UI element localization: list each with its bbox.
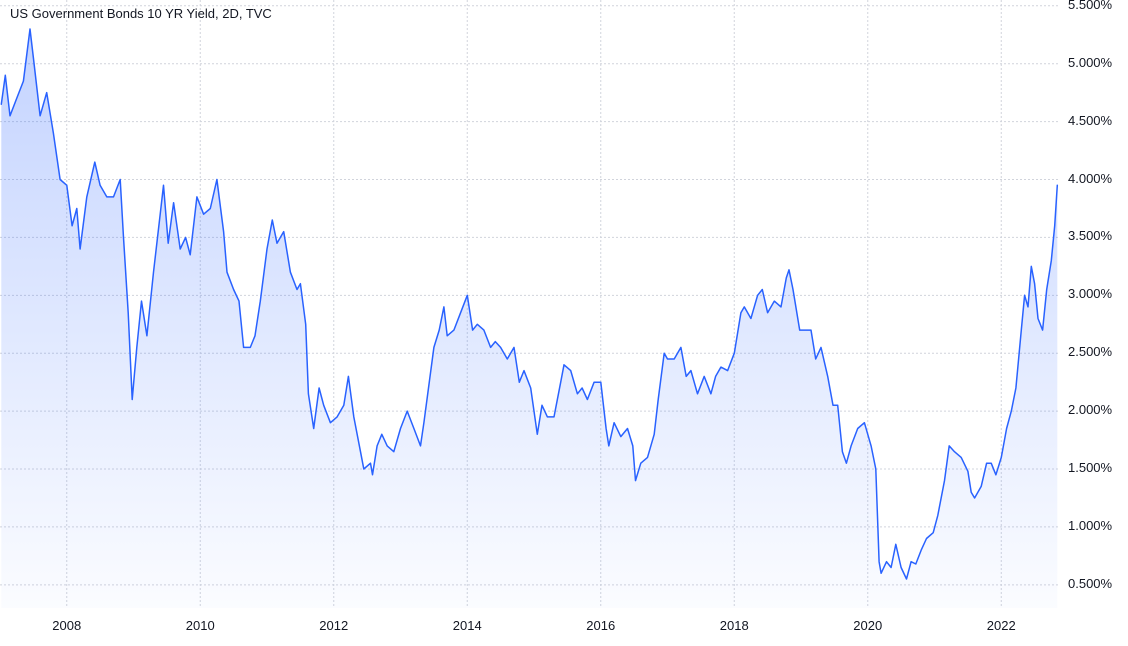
y-axis-label: 2.500% (1068, 344, 1112, 359)
chart-title: US Government Bonds 10 YR Yield, 2D, TVC (10, 6, 272, 21)
y-axis-label: 4.000% (1068, 171, 1112, 186)
y-axis-label: 1.000% (1068, 518, 1112, 533)
x-axis-label: 2022 (987, 618, 1016, 633)
x-axis-label: 2008 (52, 618, 81, 633)
y-axis-label: 2.000% (1068, 402, 1112, 417)
y-axis-label: 5.500% (1068, 0, 1112, 12)
x-axis-label: 2016 (586, 618, 615, 633)
x-axis-label: 2010 (186, 618, 215, 633)
chart-plot (0, 0, 1128, 646)
y-axis-label: 1.500% (1068, 460, 1112, 475)
y-axis-label: 4.500% (1068, 113, 1112, 128)
x-axis-label: 2012 (319, 618, 348, 633)
y-axis-label: 3.000% (1068, 286, 1112, 301)
y-axis-label: 3.500% (1068, 228, 1112, 243)
x-axis-label: 2018 (720, 618, 749, 633)
y-axis-label: 5.000% (1068, 55, 1112, 70)
x-axis-label: 2014 (453, 618, 482, 633)
y-axis-label: 0.500% (1068, 576, 1112, 591)
chart-container: US Government Bonds 10 YR Yield, 2D, TVC… (0, 0, 1128, 646)
x-axis-label: 2020 (853, 618, 882, 633)
